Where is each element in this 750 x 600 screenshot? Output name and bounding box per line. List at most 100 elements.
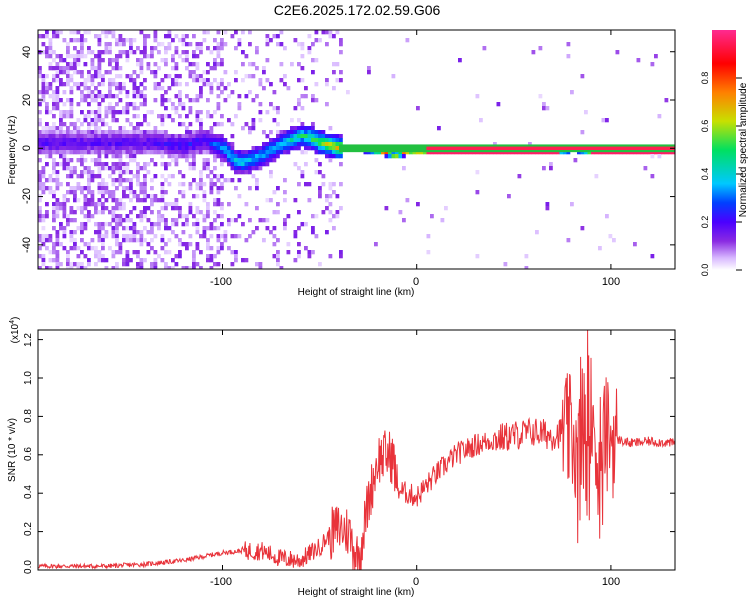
heatmap-cell — [584, 110, 588, 115]
heatmap-cell — [90, 146, 95, 151]
heatmap-cell — [234, 258, 238, 263]
heatmap-cell — [321, 182, 326, 187]
heatmap-cell — [216, 262, 221, 267]
heatmap-cell — [52, 142, 56, 147]
heatmap-cell — [108, 50, 112, 55]
heatmap-cell — [153, 146, 158, 151]
heatmap-cell — [332, 190, 336, 195]
heatmap-cell — [321, 138, 326, 143]
heatmap-cell — [157, 142, 161, 147]
heatmap-cell — [150, 138, 154, 143]
heatmap-cell — [188, 166, 193, 171]
heatmap-cell — [192, 266, 196, 269]
heatmap-cell — [122, 186, 126, 191]
heatmap-cell — [405, 38, 410, 43]
heatmap-cell — [209, 222, 214, 227]
heatmap-cell — [216, 134, 221, 139]
heatmap-cell — [199, 110, 203, 115]
heatmap-cell — [94, 34, 98, 39]
heatmap-cell — [325, 206, 329, 211]
heatmap-cell — [241, 222, 245, 227]
heatmap-cell — [83, 254, 88, 259]
heatmap-cell — [202, 166, 207, 171]
heatmap-cell — [52, 102, 56, 107]
heatmap-cell — [104, 190, 109, 195]
heatmap-cell — [101, 122, 105, 127]
heatmap-cell — [115, 262, 119, 267]
heatmap-cell — [328, 150, 333, 155]
heatmap-cell — [80, 138, 84, 143]
heatmap-cell — [69, 206, 74, 211]
heatmap-cell — [150, 130, 154, 135]
heatmap-cell — [104, 266, 109, 269]
heatmap-cell — [90, 66, 95, 71]
heatmap-cell — [59, 126, 63, 131]
bottom-x-axis-label: Height of straight line (km) — [298, 587, 415, 598]
heatmap-cell — [657, 114, 662, 119]
heatmap-cell — [153, 34, 158, 39]
heatmap-cell — [83, 138, 88, 143]
heatmap-cell — [248, 166, 252, 171]
heatmap-cell — [136, 74, 140, 79]
heatmap-cell — [66, 262, 70, 267]
heatmap-cell — [66, 110, 70, 115]
heatmap-cell — [132, 206, 137, 211]
heatmap-cell — [321, 30, 326, 35]
heatmap-cell — [66, 66, 70, 71]
heatmap-cell — [269, 158, 273, 163]
heatmap-cell — [318, 186, 322, 191]
heatmap-cell — [269, 170, 273, 175]
heatmap-cell — [80, 206, 84, 211]
heatmap-cell — [97, 186, 102, 191]
heatmap-cell — [171, 266, 175, 269]
heatmap-cell — [304, 162, 308, 167]
heatmap-cell — [146, 206, 151, 211]
heatmap-cell — [62, 150, 67, 155]
heatmap-cell — [129, 74, 133, 79]
heatmap-cell — [339, 250, 343, 255]
heatmap-cell — [48, 66, 53, 71]
heatmap-cell — [108, 146, 112, 151]
heatmap-cell — [38, 34, 42, 39]
heatmap-cell — [160, 118, 165, 123]
heatmap-cell — [101, 202, 105, 207]
heatmap-cell — [314, 142, 319, 147]
heatmap-cell — [76, 70, 81, 75]
heatmap-cell — [241, 162, 245, 167]
heatmap-cell — [83, 30, 88, 35]
heatmap-cell — [192, 34, 196, 39]
heatmap-cell — [269, 154, 273, 159]
heatmap-cell — [115, 234, 119, 239]
heatmap-cell — [104, 186, 109, 191]
heatmap-cell — [115, 226, 119, 231]
heatmap-cell — [150, 222, 154, 227]
heatmap-cell — [118, 166, 123, 171]
ridge-core — [426, 146, 675, 150]
heatmap-cell — [118, 86, 123, 91]
heatmap-cell — [80, 82, 84, 87]
heatmap-cell — [41, 238, 46, 243]
heatmap-cell — [290, 126, 294, 131]
heatmap-cell — [132, 222, 137, 227]
top-ytick-label-4: 40 — [21, 46, 33, 58]
heatmap-cell — [129, 154, 133, 159]
heatmap-cell — [83, 242, 88, 247]
heatmap-cell — [297, 250, 301, 255]
heatmap-cell — [97, 42, 102, 47]
heatmap-cell — [108, 110, 112, 115]
heatmap-cell — [38, 254, 42, 259]
heatmap-cell — [48, 178, 53, 183]
heatmap-cell — [283, 146, 287, 151]
heatmap-cell — [300, 46, 305, 51]
heatmap-cell — [80, 150, 84, 155]
heatmap-cell — [192, 134, 196, 139]
heatmap-cell — [213, 78, 217, 83]
heatmap-cell — [115, 150, 119, 155]
heatmap-cell — [209, 66, 214, 71]
heatmap-cell — [265, 58, 270, 63]
heatmap-cell — [55, 242, 60, 247]
heatmap-cell — [62, 38, 67, 43]
heatmap-cell — [73, 82, 77, 87]
heatmap-cell — [122, 194, 126, 199]
heatmap-cell — [311, 226, 315, 231]
